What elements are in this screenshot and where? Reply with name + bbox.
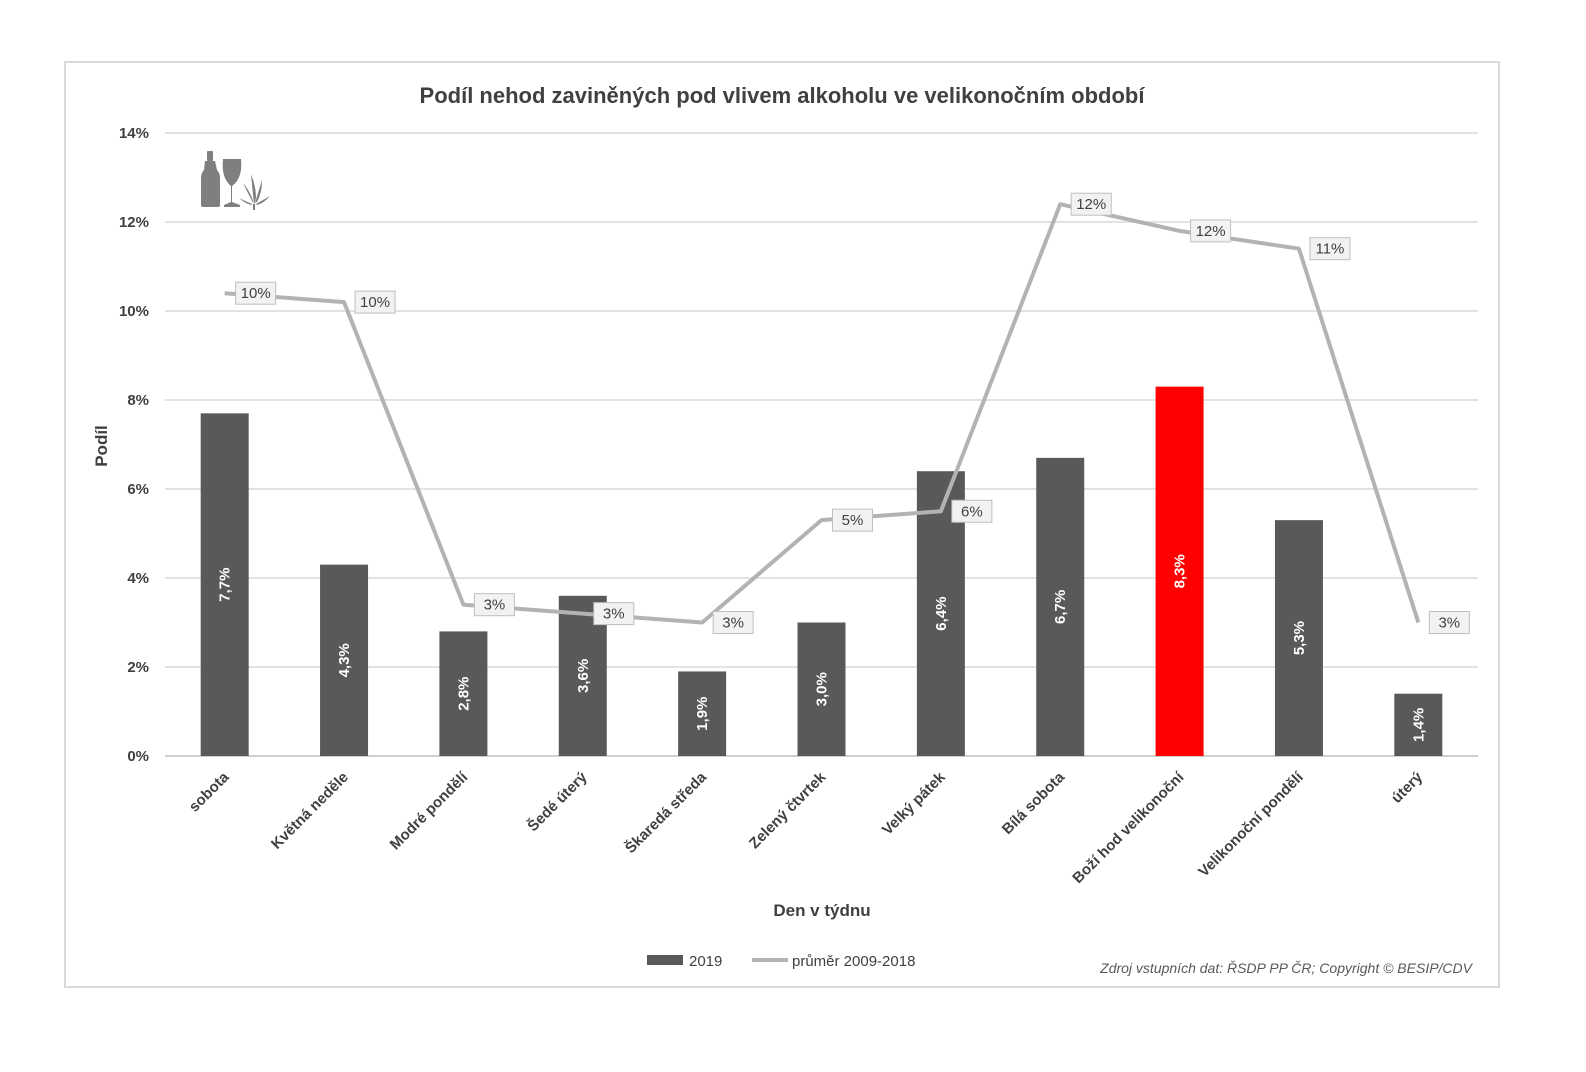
line-data-label: 12%: [1076, 196, 1106, 213]
line-data-label: 3%: [1438, 615, 1460, 632]
chart-frame: [64, 61, 1500, 988]
bar-0: [200, 413, 249, 756]
x-tick-label: Květná neděle: [268, 769, 352, 853]
y-tick-label: 8%: [127, 392, 149, 409]
legend-label-average: průměr 2009-2018: [792, 953, 915, 970]
bar-data-label: 6,7%: [1052, 590, 1069, 624]
bars-2019: 7,7% 4,3% 2,8% 3,6% 1,9% 3,0% 6,4% 6,7% 8,3% 5,3%…: [200, 386, 1443, 756]
alcohol-icon-group: [201, 151, 270, 210]
bar-9: [1274, 520, 1323, 756]
bottle-icon: [201, 151, 220, 207]
x-tick-label: Bílá sobota: [999, 768, 1069, 838]
line-label-box: [1070, 192, 1112, 216]
line-data-label: 10%: [241, 285, 271, 302]
line-label-box: [1428, 611, 1470, 634]
line-label-box: [235, 281, 277, 305]
line-label-box: [712, 611, 754, 634]
line-average: 10% 10% 3% 3% 3% 5% 6% 12% 12% 11% 3%: [224, 192, 1470, 634]
x-axis-ticks: sobota Květná neděle Modré pondělí Šedé úte…: [186, 768, 1427, 887]
y-tick-label: 12%: [119, 214, 149, 231]
bar-data-label: 3,0%: [814, 672, 831, 706]
line-label-box: [1309, 237, 1351, 261]
line-label-box: [951, 499, 993, 523]
line-label-box: [354, 290, 396, 314]
line-label-box: [1190, 219, 1232, 243]
source-note: Zdroj vstupních dat: ŘSDP PP ČR; Copyrig…: [1099, 960, 1474, 976]
line-data-label: 6%: [961, 503, 983, 520]
line-label-box: [473, 593, 515, 617]
line-data-label: 11%: [1315, 241, 1344, 258]
bar-data-label: 1,4%: [1410, 708, 1427, 742]
x-tick-label: Zelený čtvrtek: [746, 768, 830, 852]
bar-data-label: 3,6%: [575, 659, 592, 693]
line-label-box: [832, 508, 873, 532]
bar-data-label: 5,3%: [1291, 621, 1308, 655]
bar-data-label: 7,7%: [217, 568, 234, 602]
bar-data-label: 4,3%: [336, 643, 353, 677]
y-tick-label: 14%: [119, 125, 149, 142]
x-tick-label: Velikonoční pondělí: [1195, 768, 1307, 880]
chart-title: Podíl nehod zaviněných pod vlivem alkoho…: [420, 83, 1146, 108]
x-tick-label: Boží hod velikonoční: [1069, 768, 1188, 887]
line-data-label: 3%: [484, 597, 506, 614]
x-tick-label: Šedé úterý: [524, 768, 591, 835]
legend: 2019 průměr 2009-2018: [647, 953, 915, 970]
bar-5: [797, 622, 846, 756]
x-tick-label: sobota: [186, 768, 233, 815]
y-tick-label: 10%: [119, 303, 149, 320]
line-data-label: 12%: [1196, 223, 1226, 240]
bar-data-label: 1,9%: [694, 697, 711, 731]
x-tick-label: úterý: [1388, 768, 1426, 806]
x-tick-label: Škaredá středa: [621, 768, 710, 857]
bar-data-label: 6,4%: [933, 596, 950, 630]
y-tick-label: 4%: [127, 570, 149, 587]
line-data-label: 10%: [360, 294, 390, 311]
line-data-label: 5%: [842, 512, 864, 529]
bar-7: [1036, 457, 1085, 756]
y-tick-label: 0%: [127, 748, 149, 765]
y-tick-label: 2%: [127, 659, 149, 676]
x-tick-label: Velký pátek: [879, 768, 949, 838]
cannabis-leaf-icon: [239, 174, 270, 210]
legend-label-2019: 2019: [689, 953, 722, 970]
x-axis-title: Den v týdnu: [773, 901, 870, 920]
legend-swatch-2019: [647, 955, 683, 965]
wine-glass-icon: [222, 159, 242, 207]
line-data-label: 3%: [722, 615, 744, 632]
average-series-line: [224, 202, 1421, 625]
bar-2: [439, 631, 488, 756]
y-axis-title: Podíl: [92, 425, 111, 467]
bar-10: [1394, 693, 1443, 756]
bar-data-label: 8,3%: [1172, 554, 1189, 588]
bar-4: [678, 671, 727, 756]
x-tick-label: Modré pondělí: [387, 768, 472, 853]
y-tick-label: 6%: [127, 481, 149, 498]
line-label-box: [593, 602, 635, 626]
bar-8: [1155, 386, 1204, 756]
bar-1: [320, 564, 369, 756]
bar-data-label: 2,8%: [455, 677, 472, 711]
y-axis-ticks: 0% 2% 4% 6% 8% 10% 12% 14%: [119, 125, 149, 765]
line-data-label: 3%: [603, 606, 625, 623]
